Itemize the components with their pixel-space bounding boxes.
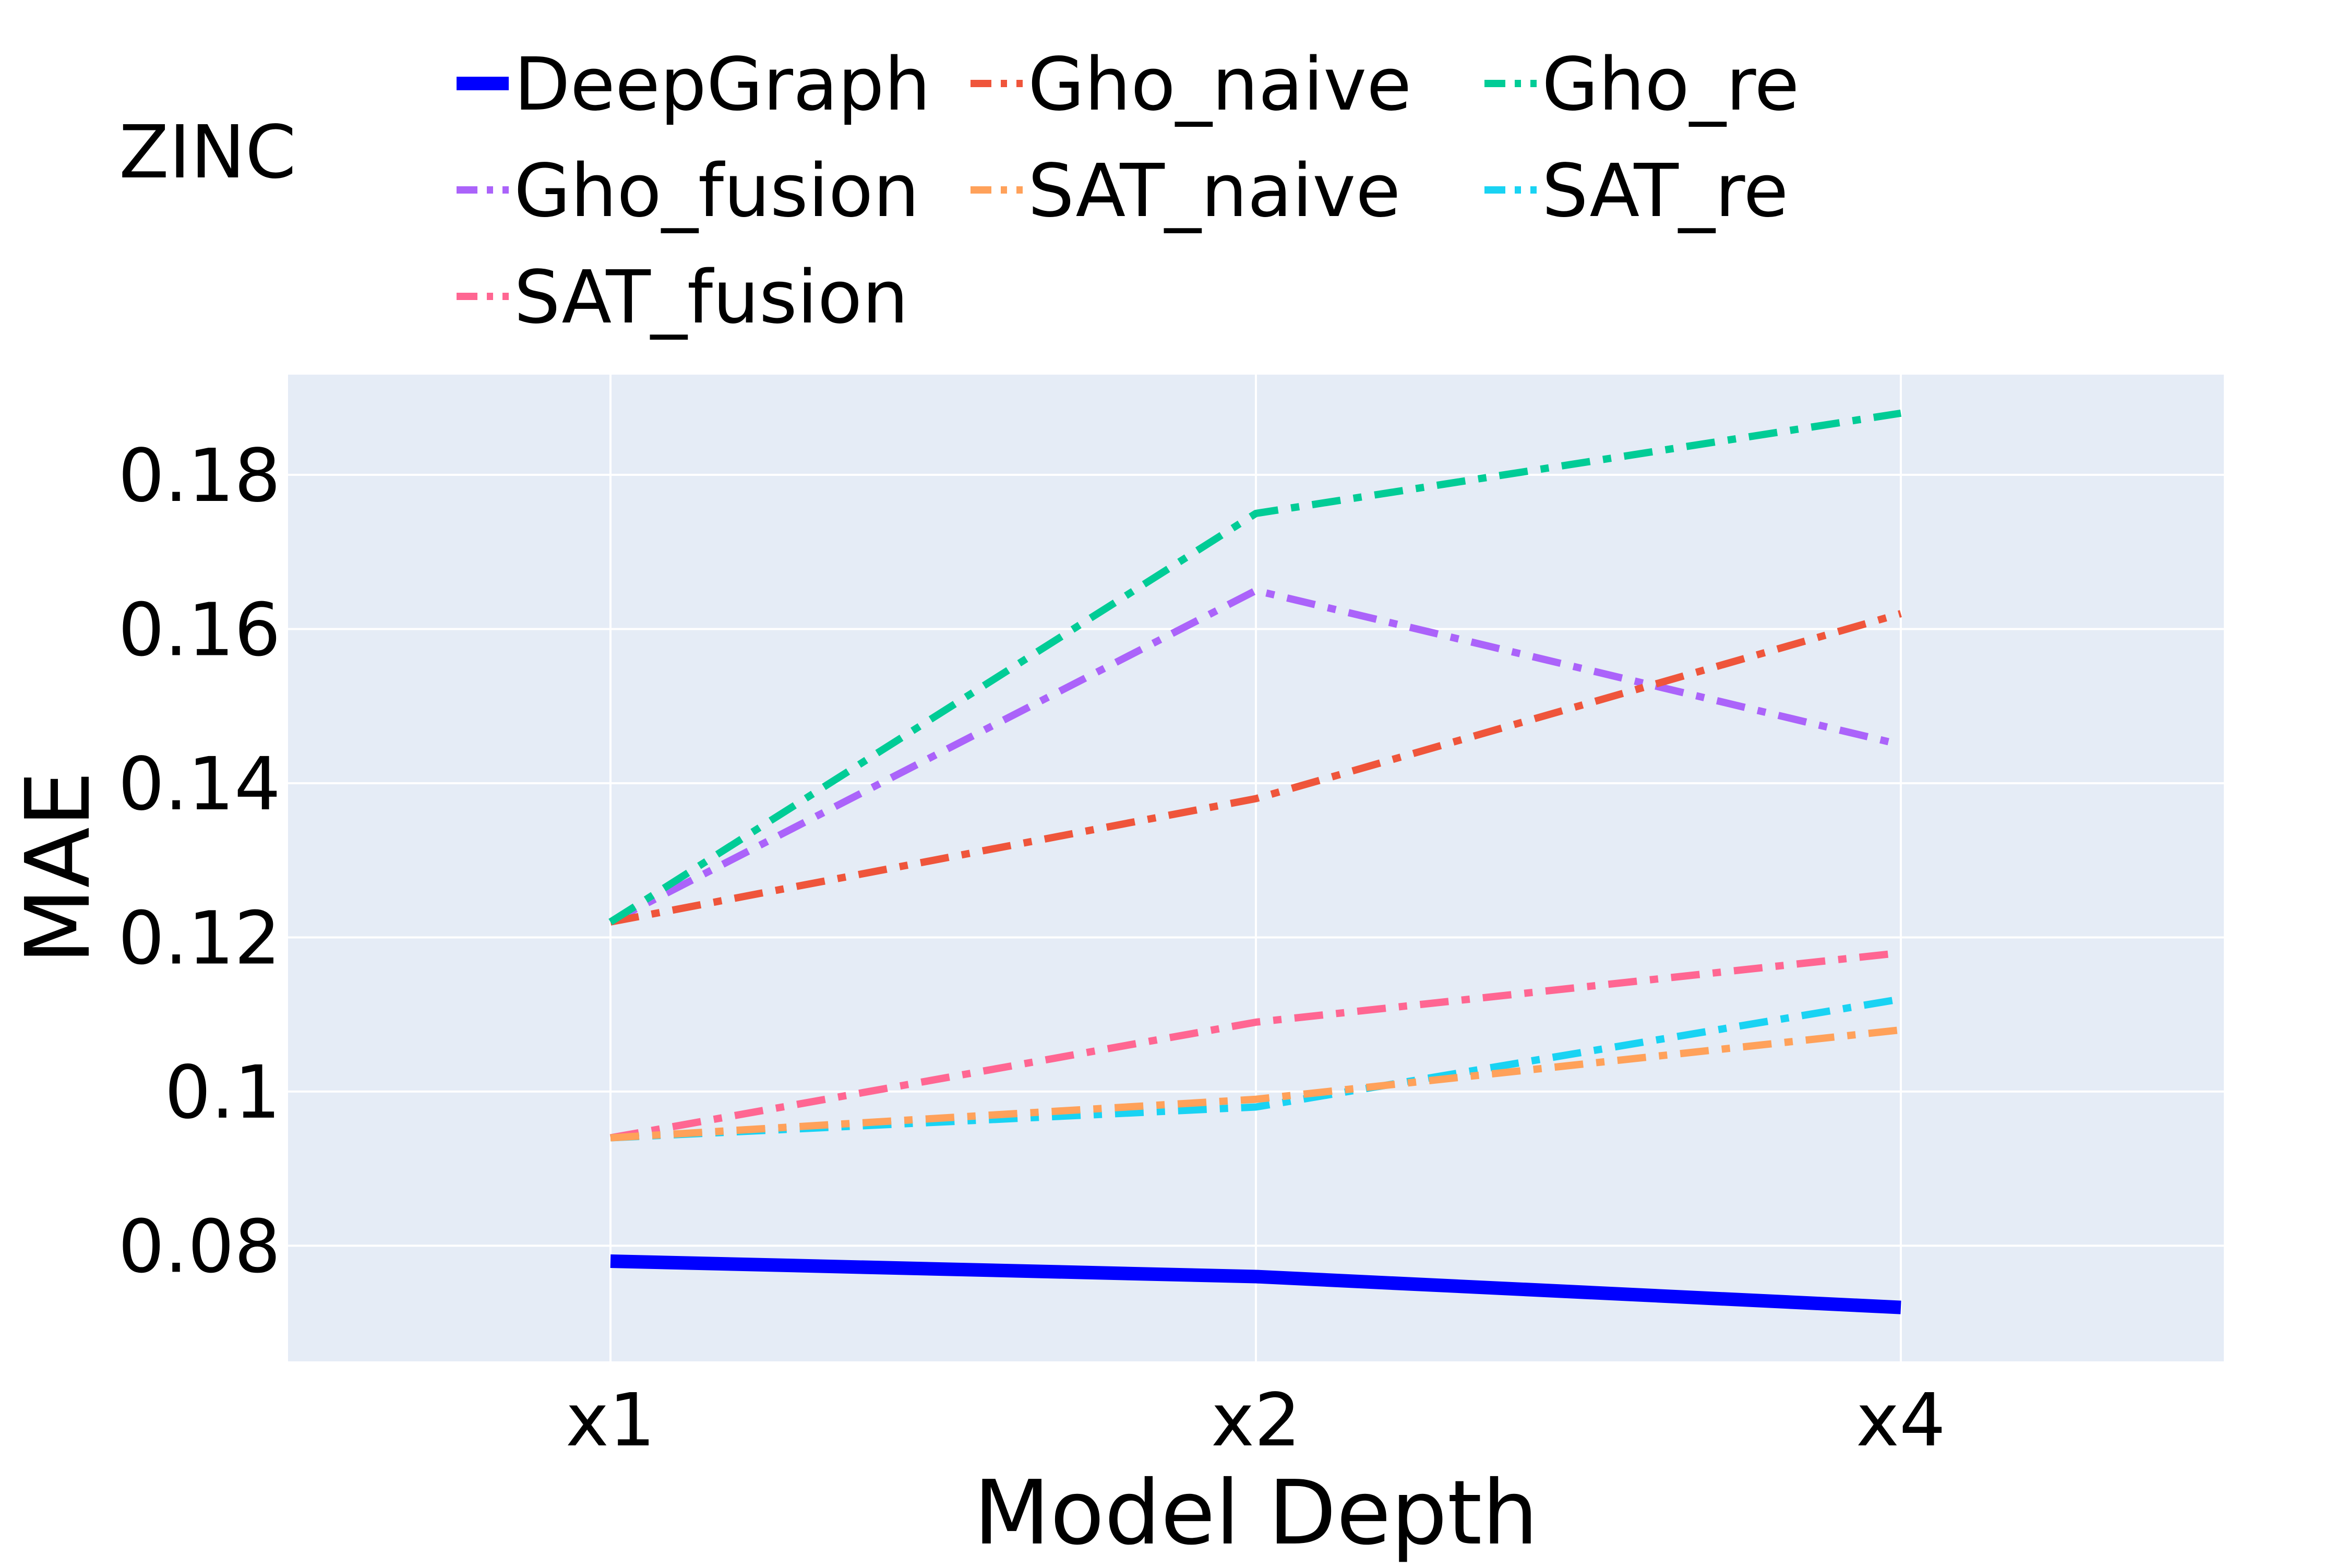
x-tick-label: x2: [1211, 1378, 1301, 1463]
grid: [288, 375, 2224, 1361]
x-axis-label: Model Depth: [974, 1462, 1538, 1565]
y-tick-label: 0.14: [118, 742, 281, 827]
series-line-sat-naive: [610, 1026, 1901, 1142]
chart-title: ZINC: [119, 110, 296, 195]
y-tick-label: 0.16: [118, 588, 281, 673]
legend-label-sat-re: SAT_re: [1542, 149, 1789, 234]
series-lines: [608, 409, 1902, 1314]
legend: DeepGraph Gho_naive Gho_re Gho_fusion SAT_na…: [457, 42, 1800, 340]
axis-ticks: 0.08 0.1 0.12 0.14 0.16 0.18 x1 x2 x4: [118, 434, 1946, 1463]
series-line-gho-re: [608, 409, 1902, 925]
legend-label-gho-re: Gho_re: [1542, 42, 1800, 127]
y-tick-label: 0.08: [118, 1204, 281, 1289]
y-tick-label: 0.12: [118, 896, 281, 981]
legend-label-gho-fusion: Gho_fusion: [514, 149, 919, 234]
x-tick-label: x4: [1856, 1378, 1946, 1463]
y-axis-label: MAE: [7, 771, 110, 964]
series-line-sat-fusion: [609, 949, 1901, 1142]
legend-label-sat-naive: SAT_naive: [1028, 149, 1400, 234]
legend-label-gho-naive: Gho_naive: [1028, 42, 1411, 127]
y-tick-label: 0.1: [164, 1050, 281, 1135]
x-tick-label: x1: [566, 1378, 655, 1463]
legend-label-sat-fusion: SAT_fusion: [514, 255, 908, 340]
series-line-deepgraph: [610, 1254, 1901, 1314]
y-tick-label: 0.18: [118, 434, 281, 519]
series-line-gho-naive: [609, 610, 1902, 926]
legend-label-deepgraph: DeepGraph: [514, 42, 930, 127]
